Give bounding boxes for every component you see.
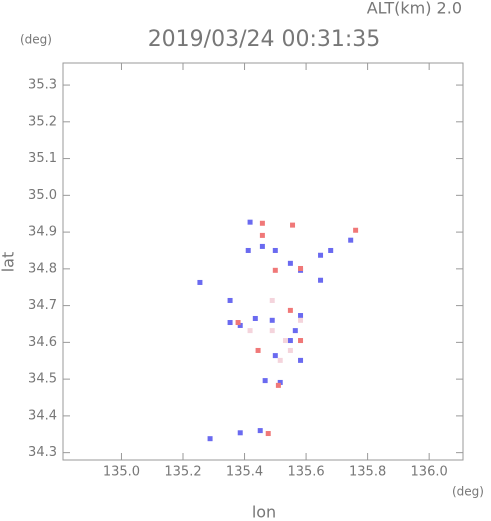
y-tick-label: 35.0: [28, 188, 57, 203]
x-axis-label: lon: [252, 503, 276, 521]
radar-cell: [290, 222, 296, 228]
radar-cell: [277, 379, 283, 385]
x-tick-label: 135.0: [103, 465, 140, 480]
radar-cell: [328, 247, 334, 253]
radar-cell: [237, 430, 243, 436]
radar-cell: [298, 313, 304, 319]
y-tick-label: 34.4: [28, 408, 57, 423]
radar-cell: [197, 279, 203, 285]
radar-cell: [298, 357, 304, 363]
y-unit: (deg): [20, 33, 52, 47]
x-tick-label: 135.2: [164, 465, 201, 480]
radar-cell: [318, 277, 324, 283]
radar-cell: [227, 297, 233, 303]
radar-cell: [298, 338, 304, 344]
y-tick-label: 35.2: [28, 114, 57, 129]
radar-cell: [257, 428, 263, 434]
y-tick-label: 34.8: [28, 261, 57, 276]
radar-cell: [287, 307, 293, 313]
radar-cell: [255, 347, 261, 353]
radar-cell: [298, 317, 304, 323]
y-tick-label: 35.1: [28, 151, 57, 166]
radar-cell: [262, 378, 268, 384]
x-tick-label: 136.0: [411, 465, 448, 480]
y-tick-label: 34.9: [28, 225, 57, 240]
radar-cell: [265, 431, 271, 437]
radar-cell: [277, 357, 283, 363]
x-tick-label: 135.6: [287, 465, 324, 480]
radar-cell: [235, 320, 241, 326]
radar-cell: [237, 322, 243, 328]
radar-cell: [292, 328, 298, 334]
radar-cell: [259, 220, 265, 226]
y-tick-label: 34.3: [28, 445, 57, 460]
radar-cell: [207, 436, 213, 442]
x-tick-label: 135.4: [226, 465, 263, 480]
radar-cell: [287, 347, 293, 353]
radar-cell: [287, 338, 293, 344]
y-tick-label: 34.7: [28, 298, 57, 313]
radar-cell: [252, 315, 258, 321]
x-tick-label: 135.8: [349, 465, 386, 480]
y-tick-label: 34.6: [28, 335, 57, 350]
radar-cell: [275, 382, 281, 388]
y-tick-label: 35.3: [28, 78, 57, 93]
x-unit: (deg): [452, 485, 484, 499]
radar-cell: [269, 328, 275, 334]
y-axis-label: lat: [0, 252, 18, 273]
radar-cell: [245, 247, 251, 253]
radar-cell: [272, 247, 278, 253]
radar-cell: [318, 252, 324, 258]
y-tick-label: 34.5: [28, 372, 57, 387]
radar-cell: [287, 260, 293, 266]
radar-cell: [259, 232, 265, 238]
radar-cell: [269, 297, 275, 303]
radar-cell: [298, 265, 304, 271]
radar-cell: [272, 267, 278, 273]
radar-cell: [272, 353, 278, 359]
radar-cell: [227, 320, 233, 326]
radar-cell: [259, 243, 265, 249]
chart-title: 2019/03/24 00:31:35: [148, 27, 381, 52]
radar-cell: [348, 237, 354, 243]
radar-cell: [247, 328, 253, 334]
radar-cell: [353, 227, 359, 233]
radar-cell: [269, 317, 275, 323]
plot-frame: [62, 62, 464, 461]
radar-cell: [247, 219, 253, 225]
radar-cell: [282, 338, 288, 344]
altitude-label: ALT(km) 2.0: [367, 0, 462, 18]
